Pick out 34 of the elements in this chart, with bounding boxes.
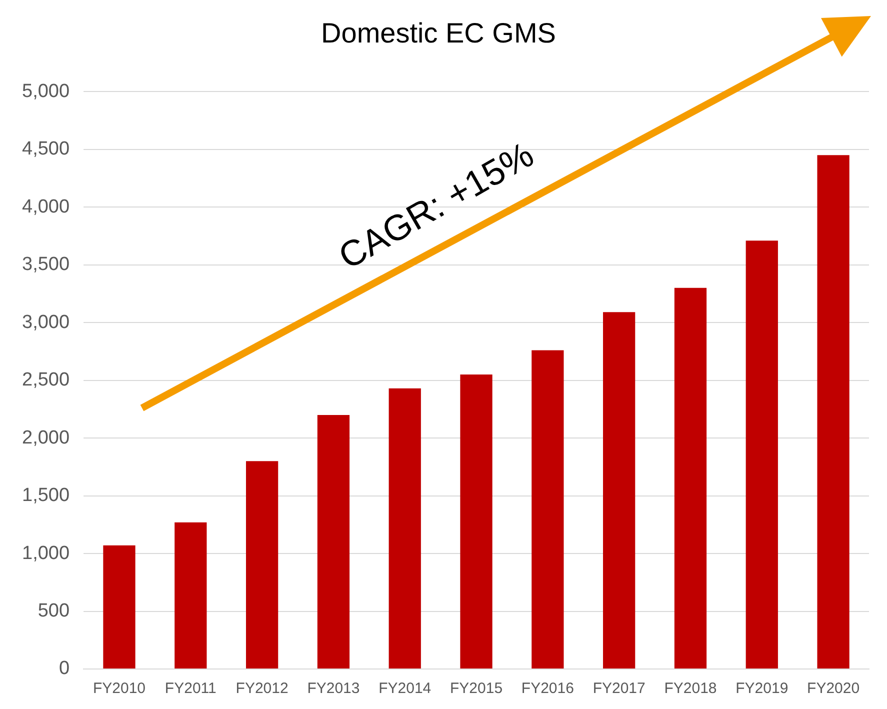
x-tick-label: FY2016 (521, 680, 574, 698)
y-tick-label: 4,500 (22, 138, 70, 160)
x-tick-label: FY2015 (450, 680, 503, 698)
y-tick-label: 2,500 (22, 370, 70, 391)
bar (103, 545, 136, 668)
x-tick-label: FY2011 (164, 680, 216, 698)
chart-title: Domestic EC GMS (321, 18, 556, 49)
y-tick-label: 500 (38, 600, 70, 622)
x-tick-label: FY2020 (807, 680, 860, 698)
y-tick-label: 2,000 (22, 427, 70, 448)
bar (817, 155, 850, 668)
bar (388, 388, 421, 668)
bar (460, 374, 492, 668)
bar (746, 240, 778, 668)
x-tick-label: FY2010 (92, 680, 146, 698)
bar (674, 288, 707, 668)
bar (603, 312, 636, 668)
y-tick-label: 0 (58, 658, 70, 680)
y-tick-label: 5,000 (22, 80, 70, 102)
bar (532, 350, 564, 668)
y-tick-label: 4,000 (22, 196, 70, 218)
y-tick-label: 1,000 (22, 542, 70, 564)
bar (174, 522, 207, 668)
x-tick-label: FY2019 (736, 680, 788, 698)
y-tick-label: 3,500 (22, 254, 70, 276)
y-tick-label: 1,500 (22, 485, 70, 506)
x-tick-label: FY2013 (307, 680, 360, 698)
x-tick-label: FY2014 (378, 680, 432, 698)
x-tick-label: FY2017 (592, 680, 646, 698)
y-tick-label: 3,000 (22, 312, 70, 333)
x-tick-label: FY2012 (236, 680, 288, 698)
x-tick-label: FY2018 (664, 680, 717, 698)
bar (317, 414, 350, 668)
bar (246, 461, 278, 668)
